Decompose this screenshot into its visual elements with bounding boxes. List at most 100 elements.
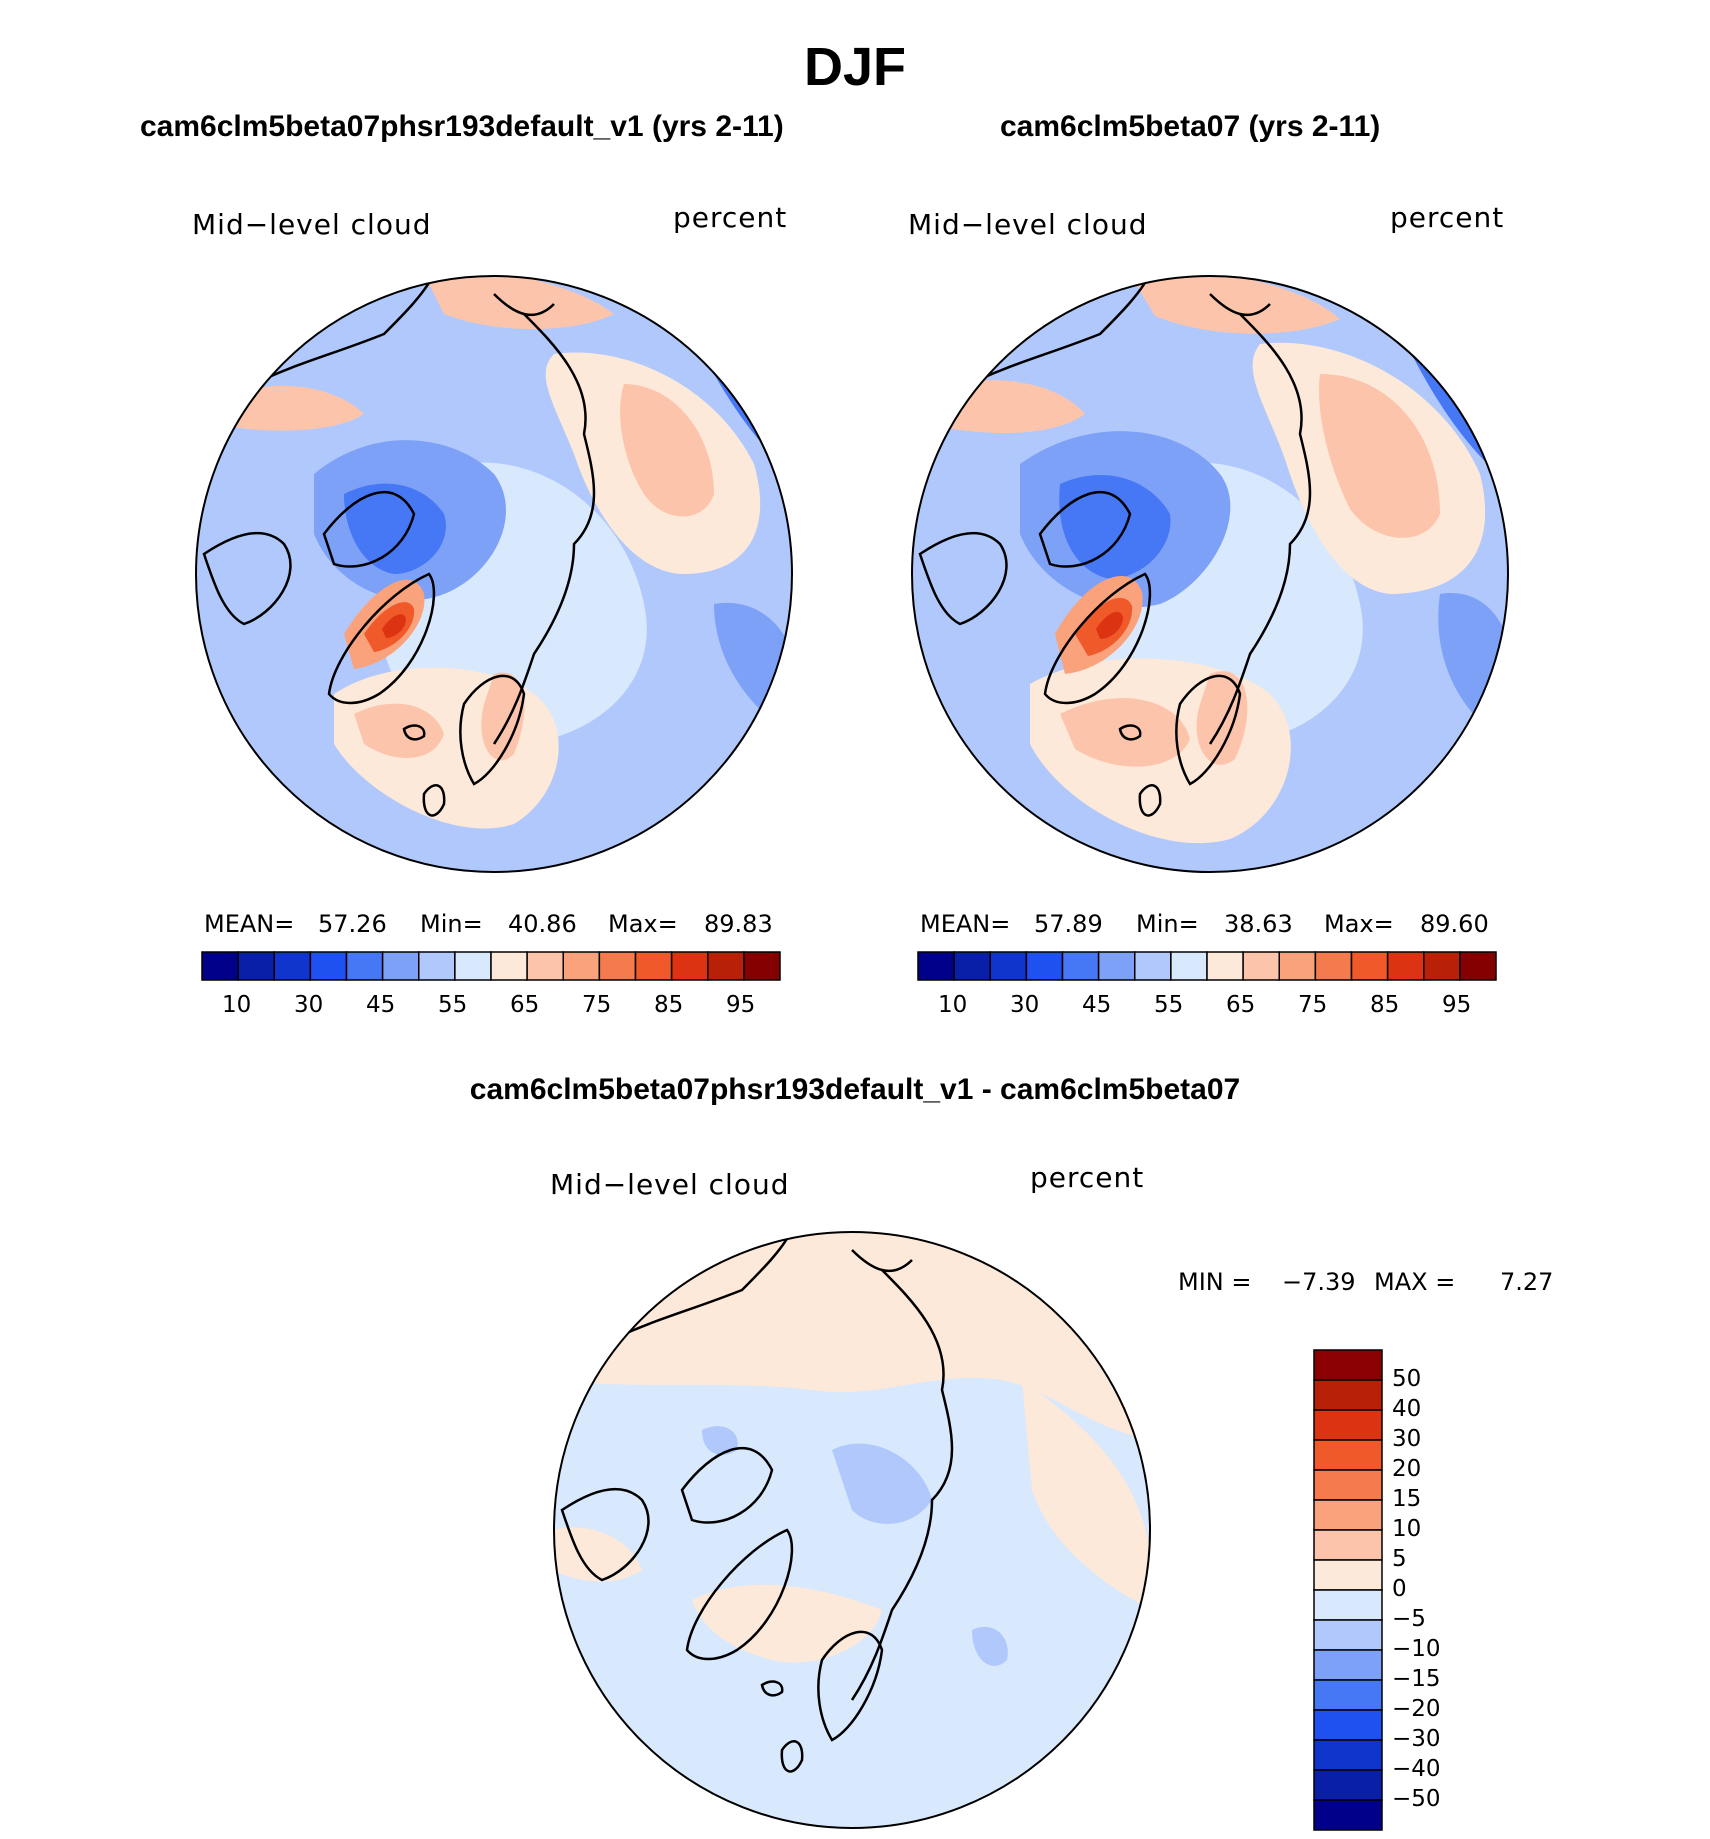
diff-tick: −5: [1392, 1606, 1426, 1632]
diff-negative-patch-3: [972, 1626, 1008, 1666]
colorbar-swatch: [526, 951, 564, 981]
panel2-title: cam6clm5beta07 (yrs 2-11): [1000, 110, 1381, 143]
colorbar-swatch: [953, 951, 991, 981]
panel2-arctic-islands-coast: [1038, 491, 1132, 568]
panel1-mean-label: MEAN=: [204, 910, 295, 938]
diff-north-america-coast: [560, 1487, 650, 1582]
diff-positive-west: [554, 1527, 642, 1582]
colorbar-swatch: [1134, 951, 1172, 981]
panel1-mean-value: 57.26: [318, 910, 387, 938]
colorbar-swatch: [490, 951, 528, 981]
diff-colorbar-swatch: [1313, 1439, 1383, 1471]
diff-colorbar-swatch: [1313, 1709, 1383, 1741]
panel2-orange-atlantic: [1060, 698, 1190, 767]
diff-colorbar-swatch: [1313, 1499, 1383, 1531]
diff-positive-east: [1022, 1380, 1150, 1610]
panel1-max-value: 89.83: [704, 910, 773, 938]
diff-colorbar-swatch: [1313, 1589, 1383, 1621]
panel1-alaska-coast: [253, 276, 436, 386]
diff-colorbar-swatch: [1313, 1799, 1383, 1831]
diff-tick: −40: [1392, 1756, 1441, 1782]
colorbar-swatch: [381, 951, 420, 981]
diff-colorbar-swatch: [1313, 1469, 1383, 1501]
diff-min-label: MIN =: [1178, 1268, 1252, 1296]
diff-tick: −20: [1392, 1696, 1441, 1722]
diff-tick: 10: [1392, 1516, 1422, 1542]
colorbar-swatch: [670, 951, 709, 981]
panel2-polar-map: [911, 275, 1509, 873]
panel2-tick: 65: [1226, 992, 1256, 1018]
diff-tick: 20: [1392, 1456, 1422, 1482]
panel1-tick: 95: [726, 992, 756, 1018]
panel1-units-label: percent: [673, 201, 788, 234]
diff-colorbar-swatch: [1313, 1379, 1383, 1411]
diff-colorbar-swatch: [1313, 1349, 1383, 1381]
colorbar-swatch: [1242, 951, 1280, 981]
panel2-min-value: 38.63: [1224, 910, 1293, 938]
panel2-tick: 55: [1154, 992, 1184, 1018]
panel1-greenland-coast: [327, 572, 436, 705]
diff-tick: 0: [1392, 1576, 1407, 1602]
colorbar-swatch: [1278, 951, 1317, 981]
diff-colorbar-swatch: [1313, 1739, 1383, 1771]
panel1-min-label: Min=: [420, 910, 483, 938]
panel2-tick: 30: [1010, 992, 1040, 1018]
panel1-orange-scandinavia: [481, 672, 525, 761]
diff-units-label: percent: [1030, 1161, 1145, 1194]
panel2-greenland-coast: [1043, 572, 1152, 705]
diff-iceland-coast: [760, 1680, 784, 1697]
diff-colorbar: [1313, 1349, 1383, 1831]
diff-tick: −10: [1392, 1636, 1441, 1662]
diff-negative-patch: [832, 1443, 932, 1524]
panel1-colorbar: [201, 951, 781, 981]
diff-polar-map: [553, 1231, 1151, 1829]
diff-colorbar-swatch: [1313, 1529, 1383, 1561]
diff-positive-top: [554, 1232, 1150, 1440]
colorbar-swatch: [707, 951, 745, 981]
colorbar-swatch: [273, 951, 312, 981]
diff-tick: −15: [1392, 1666, 1441, 1692]
diff-arctic-islands-coast: [680, 1447, 774, 1524]
diff-max-value: 7.27: [1500, 1268, 1554, 1296]
panel2-mean-value: 57.89: [1034, 910, 1103, 938]
panel1-iceland-coast: [402, 724, 426, 741]
diff-kamchatka-coast: [851, 1249, 913, 1272]
panel1-orange-siberia: [620, 384, 714, 517]
panel2-scandinavia-coast: [1175, 674, 1242, 786]
panel2-iceland-coast: [1118, 724, 1142, 741]
diff-min-value: −7.39: [1282, 1268, 1356, 1296]
colorbar-swatch: [237, 951, 275, 981]
diff-colorbar-swatch: [1313, 1769, 1383, 1801]
colorbar-swatch: [1350, 951, 1389, 981]
colorbar-swatch: [1170, 951, 1208, 981]
diff-tick: 40: [1392, 1396, 1422, 1422]
panel1-arctic-islands-coast: [322, 491, 416, 568]
diff-colorbar-swatch: [1313, 1619, 1383, 1651]
colorbar-swatch: [1097, 951, 1136, 981]
panel2-kamchatka-coast: [1209, 293, 1271, 316]
panel1-pale-orange-top: [424, 276, 614, 329]
colorbar-swatch: [1061, 951, 1100, 981]
colorbar-swatch: [1206, 951, 1244, 981]
panel2-max-value: 89.60: [1420, 910, 1489, 938]
colorbar-swatch: [1459, 951, 1497, 981]
colorbar-swatch: [634, 951, 673, 981]
panel2-min-label: Min=: [1136, 910, 1199, 938]
diff-tick: −30: [1392, 1726, 1441, 1752]
panel1-max-label: Max=: [608, 910, 678, 938]
panel1-tick: 10: [222, 992, 252, 1018]
diff-colorbar-swatch: [1313, 1679, 1383, 1711]
panel1-deep-blue-region-2: [344, 483, 446, 574]
panel2-orange-siberia: [1319, 374, 1440, 538]
diff-british-isles-coast: [780, 1740, 804, 1773]
diff-tick: 50: [1392, 1366, 1422, 1392]
diff-negative-patch-2: [702, 1426, 738, 1455]
diff-variable-label: Mid−level cloud: [550, 1168, 790, 1201]
panel1-tick: 30: [294, 992, 324, 1018]
colorbar-swatch: [598, 951, 637, 981]
panel1-tick: 45: [366, 992, 396, 1018]
panel2-greenland-dark-red: [1096, 611, 1123, 639]
panel2-max-label: Max=: [1324, 910, 1394, 938]
panel1-tick: 65: [510, 992, 540, 1018]
colorbar-swatch: [201, 951, 239, 981]
